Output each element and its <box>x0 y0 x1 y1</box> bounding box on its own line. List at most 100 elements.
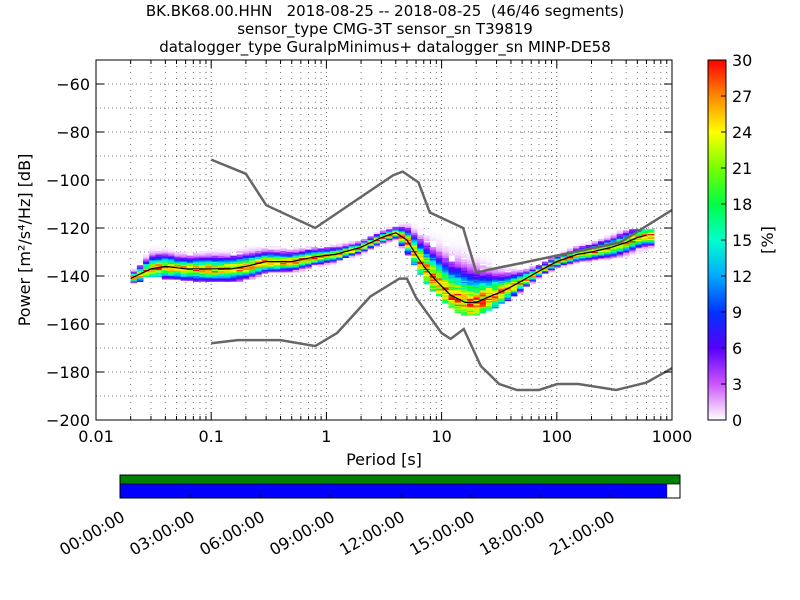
density-cell <box>454 235 462 238</box>
density-cell <box>417 249 424 252</box>
colorbar-tick-label: 6 <box>732 339 742 358</box>
density-cell <box>186 250 194 254</box>
density-cell <box>517 288 524 291</box>
density-cell <box>498 301 505 304</box>
density-cell <box>604 235 611 238</box>
density-cell <box>130 277 138 280</box>
density-cell <box>192 265 200 268</box>
density-cell <box>616 237 624 240</box>
colorbar-tick-label: 27 <box>732 87 752 106</box>
density-cell <box>323 259 331 262</box>
density-cell <box>261 258 269 261</box>
density-cell <box>211 265 219 268</box>
density-cell <box>236 264 244 267</box>
density-cell <box>149 249 156 252</box>
density-cell <box>460 276 468 279</box>
density-cell <box>460 271 468 274</box>
density-cell <box>467 256 474 260</box>
density-cell <box>460 312 468 315</box>
density-cell <box>136 276 144 279</box>
density-cell <box>242 276 250 279</box>
density-cell <box>467 289 474 292</box>
density-cell <box>199 271 206 274</box>
density-cell <box>541 270 549 273</box>
density-cell <box>473 289 480 292</box>
density-cell <box>392 237 399 240</box>
density-cell <box>585 259 593 262</box>
density-cell <box>460 255 468 258</box>
density-cell <box>473 313 480 316</box>
density-cell <box>236 250 244 254</box>
density-cell <box>404 225 412 228</box>
density-cell <box>460 307 468 310</box>
density-cell <box>398 231 406 234</box>
density-cell <box>355 243 362 246</box>
density-cell <box>336 249 343 252</box>
density-cell <box>174 252 181 255</box>
density-cell <box>448 277 456 280</box>
density-cell <box>211 255 219 258</box>
density-cell <box>230 271 237 274</box>
median-line <box>130 232 647 303</box>
density-cell <box>255 264 262 267</box>
timeline-segment-bar <box>120 484 668 498</box>
density-cell <box>180 271 188 274</box>
density-cell <box>442 276 449 279</box>
density-cell <box>305 259 312 262</box>
density-cell <box>504 272 512 275</box>
density-cell <box>317 259 325 262</box>
density-cell <box>523 270 530 273</box>
density-cell <box>479 282 487 285</box>
density-cell <box>635 237 642 240</box>
density-cell <box>224 248 231 251</box>
density-cell <box>429 289 437 292</box>
density-cell <box>155 265 163 268</box>
density-cell <box>274 249 281 252</box>
density-cell <box>267 249 275 252</box>
density-cell <box>342 243 350 246</box>
density-cell <box>554 265 561 268</box>
density-cell <box>429 270 437 273</box>
density-cell <box>205 259 212 262</box>
density-cell <box>498 268 505 272</box>
density-cell <box>149 265 156 268</box>
density-cell <box>305 246 312 249</box>
density-cell <box>560 249 568 252</box>
density-cell <box>205 277 212 280</box>
density-cell <box>548 270 555 273</box>
density-cell <box>323 247 331 250</box>
density-cell <box>217 270 225 273</box>
density-cell <box>205 258 212 261</box>
density-cell <box>510 289 518 292</box>
density-cell <box>641 249 649 252</box>
density-cell <box>136 260 144 263</box>
density-cell <box>442 237 449 240</box>
density-cell <box>485 262 493 266</box>
density-cell <box>498 288 505 291</box>
density-cell <box>479 246 487 249</box>
y-tick-label: −60 <box>56 75 90 94</box>
density-cell <box>454 294 462 297</box>
density-cell <box>467 294 474 297</box>
density-cell <box>510 288 518 291</box>
density-cell <box>460 277 468 280</box>
density-cell <box>448 237 456 240</box>
density-cell <box>280 258 287 261</box>
density-cell <box>411 243 418 246</box>
density-cell <box>217 264 225 267</box>
density-cell <box>224 259 231 262</box>
density-cell <box>392 226 399 230</box>
density-cell <box>149 243 156 246</box>
density-cell <box>429 224 437 227</box>
density-cell <box>442 259 449 262</box>
density-cell <box>230 265 237 268</box>
density-cell <box>454 283 462 286</box>
density-cell <box>174 265 181 268</box>
density-cell <box>205 271 212 274</box>
density-cell <box>460 294 468 297</box>
density-cell <box>311 249 318 252</box>
chart-title-line-2: sensor_type CMG-3T sensor_sn T39819 <box>237 20 533 38</box>
density-cell <box>454 288 462 291</box>
density-cell <box>467 277 474 280</box>
density-cell <box>460 270 468 273</box>
